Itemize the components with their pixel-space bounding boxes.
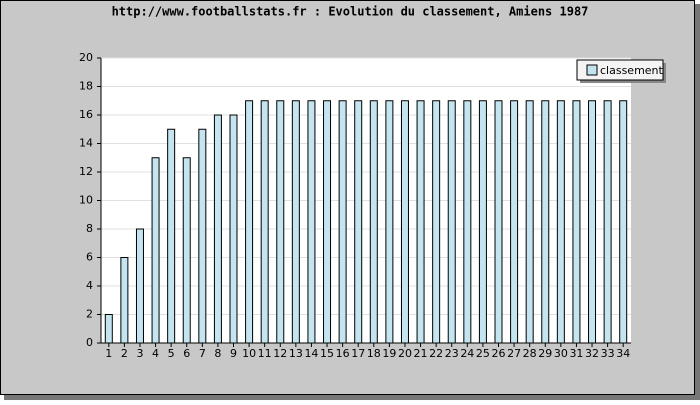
x-tick-label: 9 — [230, 347, 237, 360]
x-tick-label: 5 — [168, 347, 175, 360]
bar — [276, 100, 285, 344]
x-tick-label: 6 — [183, 347, 190, 360]
legend-swatch — [586, 64, 598, 76]
legend-label: classement — [600, 64, 664, 77]
x-tick-label: 16 — [336, 347, 350, 360]
x-tick-label: 25 — [476, 347, 490, 360]
bar — [478, 100, 487, 344]
bar — [120, 257, 129, 344]
bar — [323, 100, 332, 344]
x-tick-label: 24 — [460, 347, 474, 360]
legend: classement — [576, 59, 666, 83]
bar — [432, 100, 441, 344]
y-tick-label: 18 — [79, 80, 93, 93]
bar — [510, 100, 519, 344]
y-tick-label: 14 — [79, 137, 93, 150]
y-tick-label: 12 — [79, 165, 93, 178]
bar — [588, 100, 597, 344]
y-tick-label: 10 — [79, 194, 93, 207]
bar — [104, 314, 113, 344]
x-tick-label: 15 — [320, 347, 334, 360]
bar — [135, 228, 144, 344]
bar — [463, 100, 472, 344]
x-tick-label: 10 — [242, 347, 256, 360]
bar — [603, 100, 612, 344]
x-tick-label: 11 — [258, 347, 272, 360]
x-tick-label: 17 — [351, 347, 365, 360]
x-tick-label: 20 — [398, 347, 412, 360]
x-tick-label: 2 — [121, 347, 128, 360]
bar — [572, 100, 581, 344]
y-tick-label: 4 — [86, 279, 93, 292]
x-tick-label: 30 — [554, 347, 568, 360]
y-tick-label: 16 — [79, 108, 93, 121]
bar — [416, 100, 425, 344]
x-tick-label: 8 — [214, 347, 221, 360]
x-tick-label: 27 — [507, 347, 521, 360]
bar — [369, 100, 378, 344]
bar — [229, 114, 238, 344]
bar — [619, 100, 628, 344]
x-tick-label: 4 — [152, 347, 159, 360]
x-tick-label: 12 — [273, 347, 287, 360]
y-tick-label: 0 — [86, 336, 93, 349]
bar — [354, 100, 363, 344]
bar — [198, 128, 207, 344]
bar — [245, 100, 254, 344]
x-tick-label: 7 — [199, 347, 206, 360]
x-tick-label: 18 — [367, 347, 381, 360]
bar — [400, 100, 409, 344]
x-tick-label: 29 — [538, 347, 552, 360]
x-tick-label: 26 — [492, 347, 506, 360]
bar — [494, 100, 503, 344]
bar — [307, 100, 316, 344]
bar — [338, 100, 347, 344]
bar — [151, 157, 160, 344]
bar — [182, 157, 191, 344]
chart-title: http://www.footballstats.fr : Evolution … — [112, 5, 589, 19]
bar — [447, 100, 456, 344]
x-tick-label: 28 — [523, 347, 537, 360]
bar — [167, 128, 176, 344]
y-tick-label: 8 — [86, 222, 93, 235]
bar — [385, 100, 394, 344]
legend-box — [576, 59, 664, 81]
bar — [260, 100, 269, 344]
x-tick-label: 31 — [569, 347, 583, 360]
x-tick-label: 23 — [445, 347, 459, 360]
x-tick-label: 3 — [136, 347, 143, 360]
x-tick-label: 19 — [382, 347, 396, 360]
x-tick-label: 21 — [414, 347, 428, 360]
x-tick-label: 13 — [289, 347, 303, 360]
bar — [213, 114, 222, 344]
y-tick-label: 2 — [86, 308, 93, 321]
x-tick-label: 34 — [616, 347, 630, 360]
bar — [291, 100, 300, 344]
x-tick-label: 22 — [429, 347, 443, 360]
x-tick-label: 33 — [601, 347, 615, 360]
y-tick-label: 20 — [79, 51, 93, 64]
y-tick-label: 6 — [86, 251, 93, 264]
bar — [525, 100, 534, 344]
x-tick-label: 14 — [304, 347, 318, 360]
bar — [556, 100, 565, 344]
x-tick-label: 32 — [585, 347, 599, 360]
x-tick-label: 1 — [105, 347, 112, 360]
bar — [541, 100, 550, 344]
